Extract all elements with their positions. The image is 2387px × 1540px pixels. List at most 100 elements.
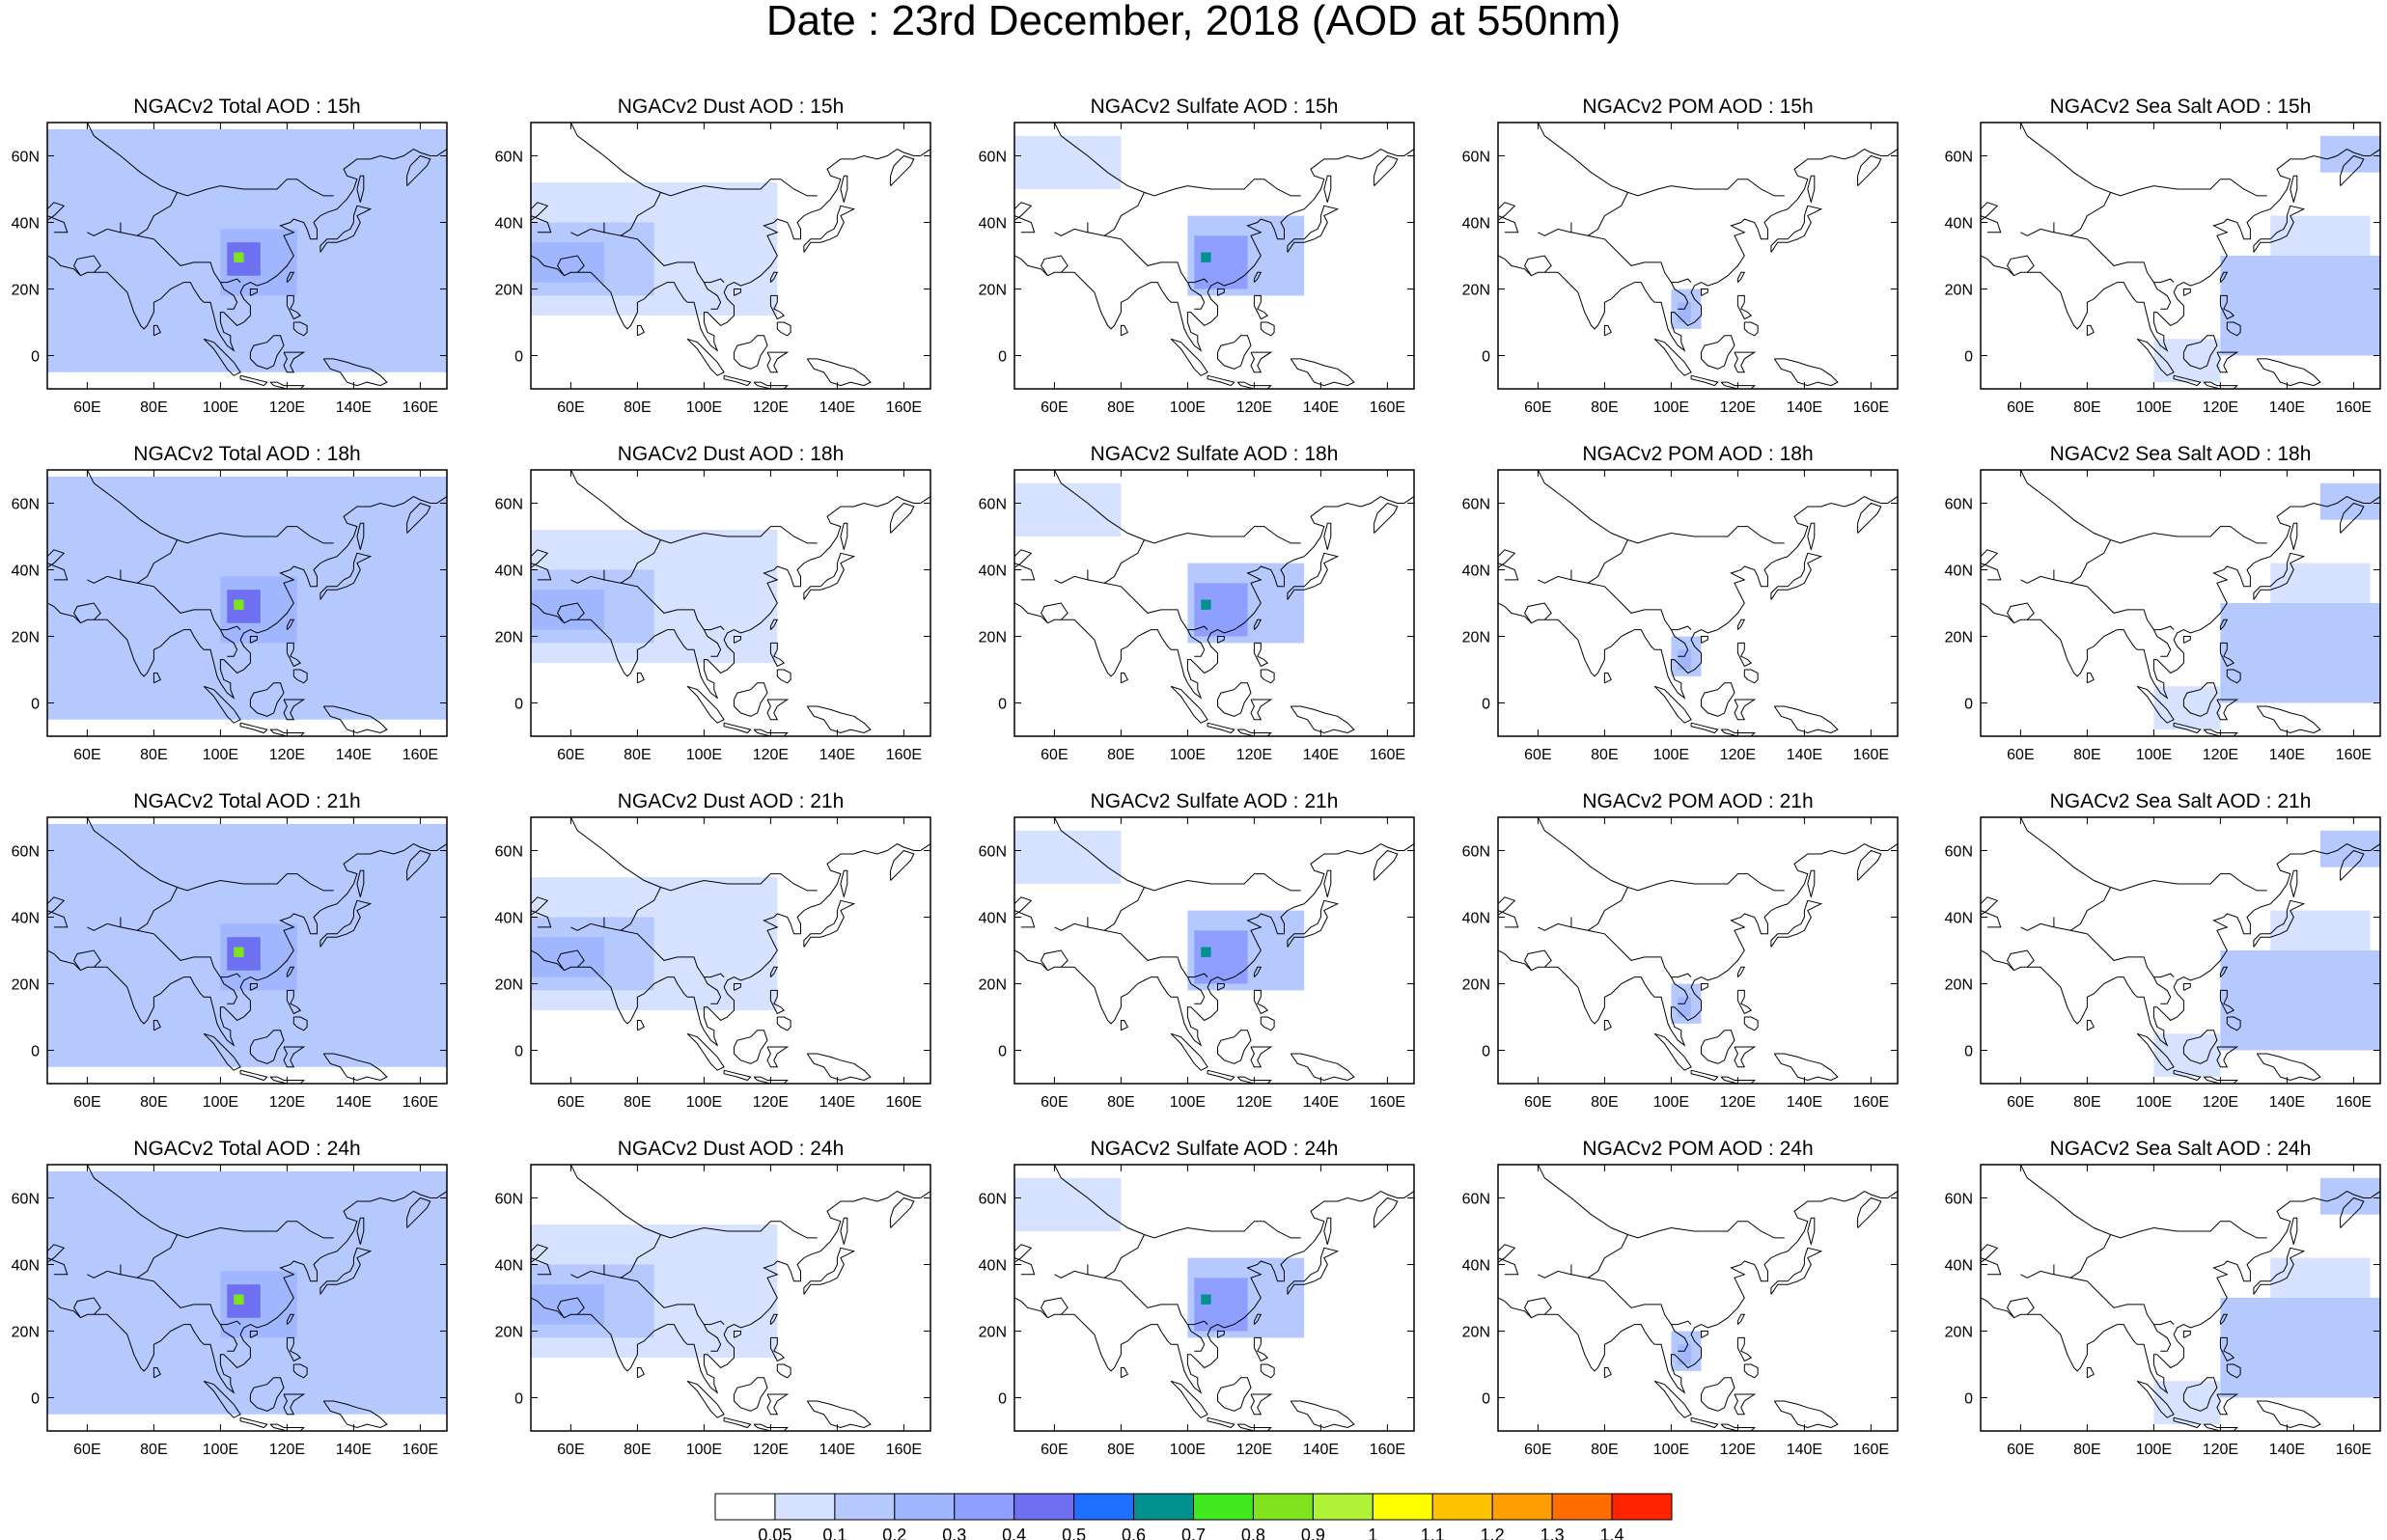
- aod-field-seasalt-3: [2270, 1257, 2371, 1298]
- coastline-2: [1323, 869, 1332, 897]
- coastline-13: [1290, 1053, 1355, 1082]
- panel-title: NGACv2 Sulfate AOD : 21h: [1091, 790, 1339, 812]
- coastline-10: [1734, 1393, 1757, 1416]
- lon-tick-label: 80E: [1107, 399, 1134, 416]
- lat-tick-label: 20N: [1945, 283, 1973, 299]
- coastline-16: [1014, 202, 1033, 221]
- coastline-17: [47, 215, 69, 234]
- coastline-13: [1290, 705, 1355, 734]
- coastline-18: [603, 232, 725, 284]
- lon-tick-label: 120E: [753, 1442, 789, 1458]
- coastline-22: [1538, 222, 1572, 236]
- coastline-2: [356, 175, 365, 203]
- coastline-4: [1253, 271, 1263, 283]
- aod-field-seasalt-1: [2319, 830, 2380, 867]
- lat-tick-label: 40N: [1945, 911, 1973, 927]
- coastline-13: [1773, 358, 1839, 387]
- coastline-16: [47, 1244, 66, 1263]
- panel-title: NGACv2 Dust AOD : 21h: [618, 790, 845, 812]
- coastline-4: [2219, 1313, 2229, 1325]
- coastline-5: [249, 636, 258, 644]
- coastline-11: [769, 989, 786, 1015]
- coastline-19: [1587, 192, 1628, 236]
- lon-tick-label: 160E: [2336, 747, 2372, 763]
- coastline-6: [2086, 324, 2095, 337]
- colorbar-label: 0.6: [1122, 1526, 1146, 1540]
- lat-tick-label: 20N: [1462, 1325, 1490, 1341]
- colorbar-label: 0.1: [822, 1526, 847, 1540]
- coastline-9: [1217, 682, 1252, 717]
- coastline-13: [1290, 358, 1355, 387]
- coastline-6: [153, 324, 161, 337]
- aod-field-pom-1: [1678, 1344, 1692, 1364]
- lon-tick-label: 60E: [1524, 399, 1551, 416]
- aod-field-seasalt-1: [2319, 135, 2380, 173]
- colorbar-label: 0.9: [1301, 1526, 1325, 1540]
- lat-tick-label: 20N: [1945, 977, 1973, 994]
- coastline-1: [803, 205, 856, 253]
- coastline-10: [766, 1393, 790, 1416]
- colorbar-label: 0.5: [1062, 1526, 1086, 1540]
- map-frame: [1980, 816, 2381, 1085]
- coastline-5: [734, 1331, 741, 1338]
- coastline-6: [636, 673, 645, 684]
- lat-tick-label: 20N: [12, 1325, 40, 1341]
- lat-tick-label: 60N: [495, 844, 523, 861]
- lon-tick-label: 60E: [73, 1094, 100, 1111]
- coastline-6: [1120, 1020, 1128, 1031]
- coastline-12: [1260, 1363, 1275, 1379]
- lon-tick-label: 120E: [269, 1442, 305, 1458]
- coastline-21: [1041, 255, 1069, 276]
- coastline-16: [1981, 896, 1999, 916]
- lat-tick-label: 40N: [1462, 911, 1490, 927]
- coastline-1: [2253, 205, 2306, 253]
- lon-tick-label: 140E: [336, 1094, 372, 1111]
- colorbar-swatch: [1551, 1493, 1613, 1521]
- coastline-8: [239, 1069, 268, 1082]
- coastline-8: [1207, 374, 1235, 387]
- colorbar-label: 0.8: [1241, 1526, 1265, 1540]
- lon-tick-label: 100E: [1653, 1094, 1689, 1111]
- lon-tick-label: 60E: [557, 1442, 584, 1458]
- coastline-20: [219, 282, 238, 310]
- coastline-0: [47, 496, 447, 700]
- coastline-21: [2007, 602, 2035, 623]
- colorbar-swatch: [714, 1493, 776, 1521]
- coastline-1: [319, 899, 373, 948]
- coastline-17: [1981, 215, 2002, 234]
- colorbar-swatch: [954, 1493, 1015, 1521]
- coastline-3: [406, 154, 431, 186]
- panel-title: NGACv2 Total AOD : 18h: [133, 443, 360, 465]
- coastline-5: [1701, 983, 1708, 991]
- coastline-15: [1053, 1165, 1301, 1239]
- coastline-18: [603, 926, 725, 978]
- map-frame: [46, 816, 448, 1085]
- panel-title: NGACv2 Total AOD : 15h: [133, 96, 360, 118]
- coastline-16: [47, 549, 66, 568]
- lon-tick-label: 160E: [402, 399, 438, 416]
- panel-title: NGACv2 Total AOD : 21h: [133, 790, 360, 812]
- coastline-4: [1253, 1313, 1263, 1325]
- coastline-14: [753, 381, 789, 389]
- coastline-18: [1087, 579, 1208, 631]
- coastline-16: [1981, 202, 1999, 221]
- coastline-20: [1670, 976, 1689, 1004]
- coastline-0: [1981, 843, 2380, 1047]
- coastline-8: [2173, 1416, 2202, 1429]
- lon-tick-label: 100E: [1170, 1442, 1206, 1458]
- coastline-4: [769, 1313, 779, 1325]
- map-frame: [1013, 816, 1415, 1085]
- lon-tick-label: 80E: [624, 1442, 651, 1458]
- aod-field-seasalt-0: [2220, 950, 2380, 1051]
- coastline-3: [1374, 1196, 1399, 1228]
- lon-tick-label: 100E: [1170, 747, 1206, 763]
- lon-tick-label: 60E: [557, 747, 584, 763]
- coastline-10: [283, 1393, 306, 1416]
- lon-tick-label: 100E: [203, 747, 238, 763]
- coastline-20: [1186, 976, 1206, 1004]
- coastline-9: [2182, 1030, 2218, 1064]
- coastline-12: [1260, 1016, 1275, 1031]
- coastline-14: [1236, 381, 1272, 389]
- coastline-22: [1054, 917, 1089, 931]
- map-frame: [1497, 1164, 1899, 1432]
